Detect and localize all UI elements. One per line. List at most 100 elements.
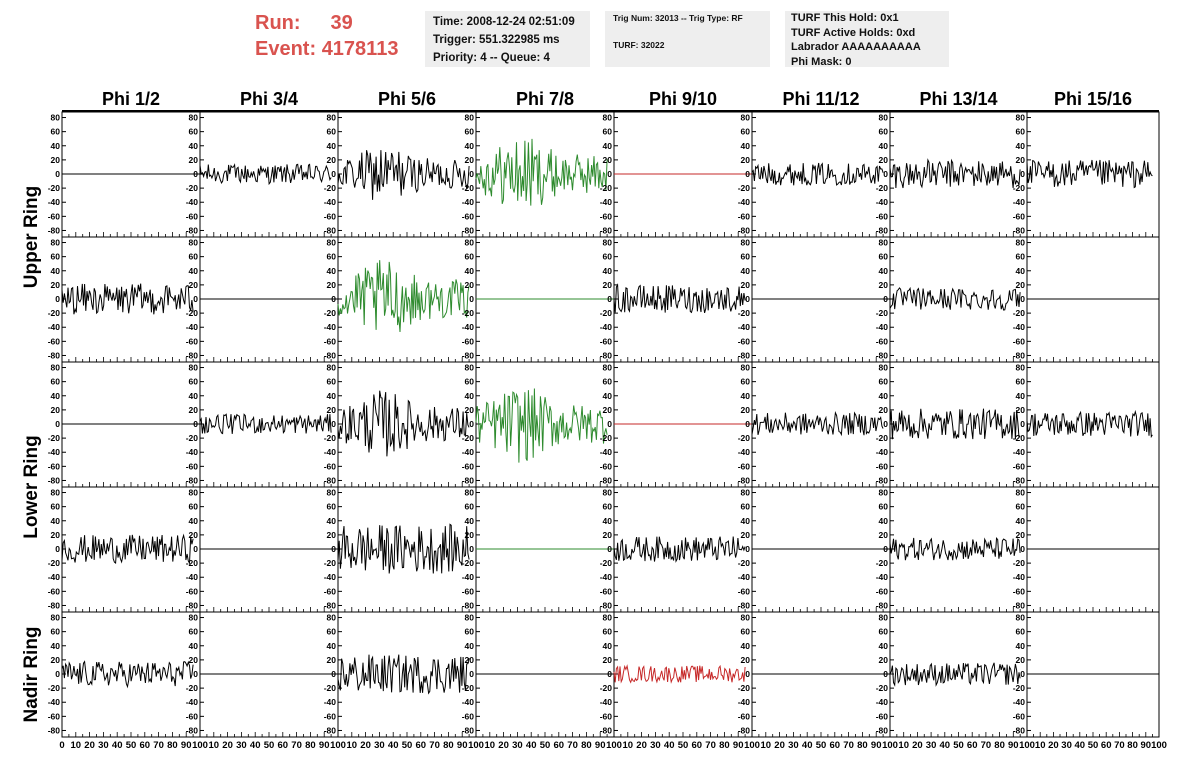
- y-tick-label: 20: [741, 405, 751, 415]
- y-tick-label: 20: [879, 155, 889, 165]
- y-tick-label: 80: [51, 363, 61, 373]
- x-tick-label: 80: [167, 740, 178, 751]
- y-tick-label: 20: [1016, 530, 1026, 540]
- y-tick-label: 60: [741, 627, 751, 637]
- waveform-trace: [889, 158, 1021, 189]
- y-tick-label: 80: [51, 113, 61, 123]
- y-tick-label: 20: [1016, 280, 1026, 290]
- y-tick-label: 0: [469, 669, 474, 679]
- y-tick-label: -20: [462, 308, 475, 318]
- x-tick-label: 100: [1019, 740, 1035, 751]
- y-tick-label: -40: [738, 322, 751, 332]
- y-tick-label: 40: [465, 641, 475, 651]
- x-tick-label: 20: [912, 740, 923, 751]
- y-tick-label: -40: [186, 447, 199, 457]
- y-tick-label: 40: [465, 516, 475, 526]
- y-tick-label: -60: [186, 211, 199, 221]
- y-tick-label: -60: [462, 461, 475, 471]
- y-tick-label: 20: [1016, 155, 1026, 165]
- y-tick-label: 20: [327, 405, 337, 415]
- y-tick-label: 0: [607, 294, 612, 304]
- y-tick-label: 20: [327, 280, 337, 290]
- y-tick-label: 80: [741, 363, 751, 373]
- y-tick-label: 60: [465, 377, 475, 387]
- y-tick-label: 0: [1020, 544, 1025, 554]
- waveform-trace: [613, 664, 746, 684]
- x-tick-label: 90: [1008, 740, 1019, 751]
- y-tick-label: 20: [465, 280, 475, 290]
- y-tick-label: 80: [879, 113, 889, 123]
- y-tick-label: 0: [331, 419, 336, 429]
- x-tick-label: 20: [222, 740, 233, 751]
- time-text: Time: 2008-12-24 02:51:09: [433, 16, 575, 28]
- event-row: Event: 4178113: [255, 36, 398, 62]
- y-tick-label: 40: [603, 391, 613, 401]
- y-tick-label: 60: [603, 627, 613, 637]
- y-tick-label: -20: [48, 433, 61, 443]
- y-tick-label: 40: [51, 516, 61, 526]
- y-tick-label: 20: [189, 655, 199, 665]
- y-tick-label: 20: [603, 155, 613, 165]
- y-tick-label: 80: [1016, 238, 1026, 248]
- x-tick-label: 40: [388, 740, 399, 751]
- y-tick-label: 80: [741, 238, 751, 248]
- y-tick-label: 40: [51, 266, 61, 276]
- y-tick-label: 0: [331, 294, 336, 304]
- x-tick-label: 20: [360, 740, 371, 751]
- waveform-trace: [61, 283, 194, 315]
- x-tick-label: 40: [1075, 740, 1086, 751]
- y-tick-label: -80: [324, 225, 337, 235]
- y-tick-label: -20: [600, 183, 613, 193]
- y-tick-label: 60: [327, 377, 337, 387]
- y-tick-label: -60: [1013, 461, 1026, 471]
- y-tick-label: 80: [465, 238, 475, 248]
- y-tick-label: -80: [462, 600, 475, 610]
- y-tick-label: -80: [48, 225, 61, 235]
- y-tick-label: -40: [186, 697, 199, 707]
- x-tick-label: 10: [761, 740, 772, 751]
- y-tick-label: 0: [1020, 669, 1025, 679]
- trig-num-text: Trig Num: 32013 -- Trig Type: RF: [613, 13, 743, 23]
- x-tick-label: 90: [595, 740, 606, 751]
- y-tick-label: -80: [876, 475, 889, 485]
- y-tick-label: 60: [1016, 627, 1026, 637]
- y-tick-label: -20: [876, 308, 889, 318]
- y-tick-label: -40: [876, 697, 889, 707]
- y-tick-label: -80: [600, 350, 613, 360]
- x-tick-label: 0: [59, 740, 64, 751]
- y-tick-label: -80: [324, 475, 337, 485]
- y-tick-label: -20: [462, 433, 475, 443]
- y-tick-label: -40: [186, 572, 199, 582]
- y-tick-label: 20: [327, 530, 337, 540]
- y-tick-label: -40: [876, 447, 889, 457]
- x-tick-label: 30: [788, 740, 799, 751]
- y-tick-label: -20: [1013, 558, 1026, 568]
- y-tick-label: -60: [48, 586, 61, 596]
- waveform-trace: [1026, 409, 1153, 439]
- y-tick-label: 80: [1016, 363, 1026, 373]
- y-tick-label: 80: [741, 488, 751, 498]
- y-tick-label: 0: [607, 419, 612, 429]
- y-tick-label: -20: [186, 558, 199, 568]
- x-tick-label: 100: [1151, 740, 1167, 751]
- y-tick-label: 0: [883, 419, 888, 429]
- y-tick-label: -60: [600, 461, 613, 471]
- x-tick-label: 50: [816, 740, 827, 751]
- y-tick-label: -80: [1013, 600, 1026, 610]
- y-tick-label: 0: [883, 544, 888, 554]
- y-tick-label: 0: [745, 169, 750, 179]
- y-tick-label: 20: [879, 530, 889, 540]
- y-tick-label: 60: [1016, 502, 1026, 512]
- y-tick-label: 80: [1016, 113, 1026, 123]
- y-tick-label: 80: [1016, 613, 1026, 623]
- y-tick-label: 80: [603, 613, 613, 623]
- y-tick-label: -60: [600, 211, 613, 221]
- y-tick-label: 80: [189, 613, 199, 623]
- y-tick-label: -60: [324, 336, 337, 346]
- y-tick-label: -60: [738, 711, 751, 721]
- y-tick-label: 40: [327, 141, 337, 151]
- y-tick-label: 40: [603, 641, 613, 651]
- y-tick-label: 60: [51, 502, 61, 512]
- x-tick-label: 60: [416, 740, 427, 751]
- y-tick-label: 80: [189, 238, 199, 248]
